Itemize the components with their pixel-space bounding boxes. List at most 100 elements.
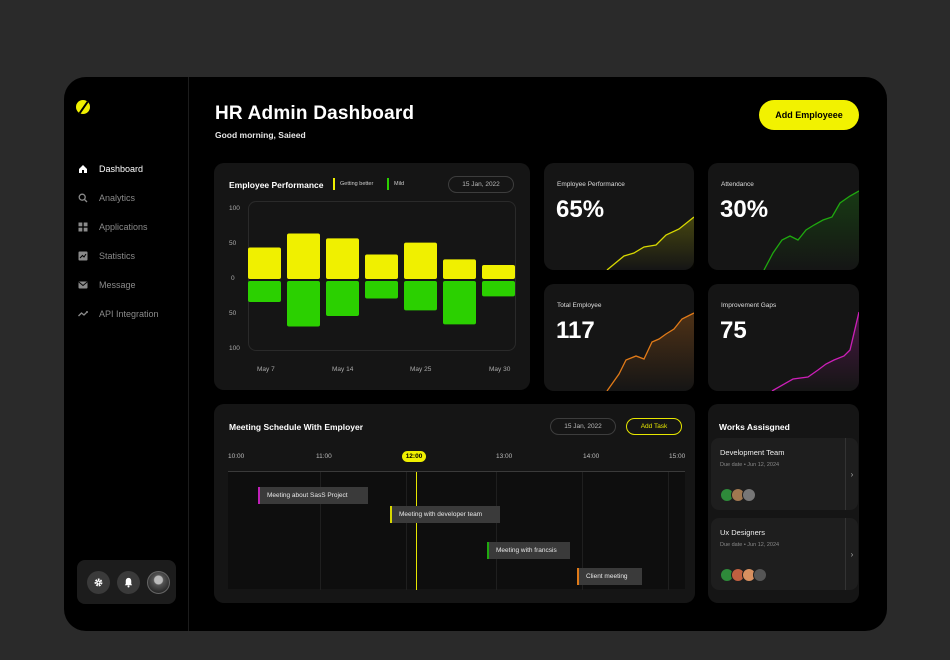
chevron-right-icon[interactable]: › (845, 518, 858, 590)
bar-mild (326, 281, 359, 316)
stat-value: 75 (720, 317, 747, 344)
bar-mild (248, 281, 281, 302)
x-tick-label: May 7 (257, 366, 275, 373)
performance-bar-chart (248, 233, 515, 327)
logo-icon[interactable] (76, 100, 90, 114)
timeline-gridline (496, 472, 497, 590)
bar-getting-better (482, 265, 515, 279)
link-icon (78, 309, 88, 319)
chart-icon (78, 251, 88, 261)
time-label: 10:00 (228, 453, 245, 460)
meeting-schedule-card: Meeting Schedule With Employer 15 Jan, 2… (214, 404, 695, 603)
stat-label: Attendance (721, 181, 754, 188)
stat-card-attendance[interactable]: Attendance 30% (708, 163, 859, 270)
bar-getting-better (287, 233, 320, 279)
bar-mild (443, 281, 476, 325)
search-icon (78, 193, 88, 203)
time-label: 15:00 (669, 453, 686, 460)
works-assigned-card: Works Assisgned Development Team Due dat… (708, 404, 859, 603)
sidebar-nav: Dashboard Analytics Applications Statist… (78, 154, 159, 328)
sparkline (771, 311, 859, 391)
page-title: HR Admin Dashboard (215, 103, 415, 124)
timeline-gridline (582, 472, 583, 590)
greeting: Good morning, Saieed (215, 130, 306, 140)
y-tick-label: 0 (231, 275, 235, 282)
date-picker[interactable]: 15 Jan, 2022 (448, 176, 514, 193)
sparkline (606, 312, 694, 391)
x-tick-label: May 14 (332, 366, 354, 373)
legend-item-mild: Mild (387, 178, 404, 190)
stat-value: 65% (556, 196, 605, 223)
card-title: Employee Performance (229, 180, 324, 190)
timeline: Meeting about SasS Project Meeting with … (228, 471, 685, 590)
employee-performance-card: Employee Performance Getting better Mild… (214, 163, 530, 390)
stat-card-improvement-gaps[interactable]: Improvement Gaps 75 (708, 284, 859, 391)
bar-getting-better (326, 238, 359, 279)
work-title: Ux Designers (720, 528, 766, 537)
work-due-date: Due date • Jun 12, 2024 (720, 462, 780, 468)
y-tick-label: 100 (229, 345, 240, 352)
sidebar: Dashboard Analytics Applications Statist… (64, 77, 189, 631)
y-tick-label: 50 (229, 310, 237, 317)
time-label: 13:00 (496, 453, 513, 460)
stat-label: Total Employee (557, 302, 602, 309)
avatar[interactable] (147, 570, 170, 594)
sidebar-item-analytics[interactable]: Analytics (78, 183, 159, 212)
work-title: Development Team (720, 448, 785, 457)
chevron-right-icon[interactable]: › (845, 438, 858, 510)
stat-value: 117 (556, 317, 595, 344)
avatar (753, 568, 767, 582)
sidebar-item-label: Dashboard (99, 163, 144, 174)
home-icon (78, 164, 88, 174)
notifications-button[interactable] (117, 570, 140, 594)
assignee-avatars (720, 568, 767, 582)
task-bar[interactable]: Client meeting (577, 568, 642, 585)
gear-icon (94, 578, 103, 586)
y-tick-label: 50 (229, 240, 237, 247)
sidebar-item-statistics[interactable]: Statistics (78, 241, 159, 270)
sidebar-item-label: Statistics (99, 250, 136, 261)
work-item[interactable]: Development Team Due date • Jun 12, 2024… (711, 438, 858, 510)
app-window: Dashboard Analytics Applications Statist… (64, 77, 887, 631)
time-label: 11:00 (316, 453, 332, 460)
sidebar-item-label: Applications (99, 221, 148, 232)
add-employee-button[interactable]: Add Employeee (759, 100, 859, 130)
sidebar-quick-actions (77, 560, 176, 604)
timeline-gridline (320, 472, 321, 590)
stat-card-employee-performance[interactable]: Employee Performance 65% (544, 163, 694, 270)
sidebar-item-dashboard[interactable]: Dashboard (78, 154, 159, 183)
sidebar-item-message[interactable]: Message (78, 270, 159, 299)
sidebar-item-applications[interactable]: Applications (78, 212, 159, 241)
x-tick-label: May 30 (489, 366, 511, 373)
task-bar[interactable]: Meeting with francsis (487, 542, 570, 559)
date-picker[interactable]: 15 Jan, 2022 (550, 418, 616, 435)
grid-icon (78, 222, 88, 232)
current-time-line (416, 472, 417, 590)
sidebar-item-api-integration[interactable]: API Integration (78, 299, 159, 328)
task-bar[interactable]: Meeting about SasS Project (258, 487, 368, 504)
current-time-badge: 12:00 (402, 451, 426, 462)
bar-getting-better (443, 259, 476, 279)
card-title: Works Assisgned (719, 422, 790, 432)
bar-mild (404, 281, 437, 311)
stat-label: Improvement Gaps (721, 302, 777, 309)
work-due-date: Due date • Jun 12, 2024 (720, 542, 780, 548)
timeline-gridline (668, 472, 669, 590)
bell-icon (124, 577, 133, 587)
avatar (742, 488, 756, 502)
sparkline (606, 216, 694, 270)
task-bar[interactable]: Meeting with developer team (390, 506, 500, 523)
assignee-avatars (720, 488, 756, 502)
sidebar-item-label: Analytics (99, 192, 136, 203)
work-item[interactable]: Ux Designers Due date • Jun 12, 2024 › (711, 518, 858, 590)
time-label: 14:00 (583, 453, 600, 460)
sidebar-item-label: API Integration (99, 308, 159, 319)
card-title: Meeting Schedule With Employer (229, 422, 364, 432)
stat-card-total-employee[interactable]: Total Employee 117 (544, 284, 694, 391)
settings-button[interactable] (87, 570, 110, 594)
bar-getting-better (404, 242, 437, 279)
stat-value: 30% (720, 196, 769, 223)
bar-mild (287, 281, 320, 327)
add-task-button[interactable]: Add Task (626, 418, 682, 435)
bar-getting-better (248, 247, 281, 279)
